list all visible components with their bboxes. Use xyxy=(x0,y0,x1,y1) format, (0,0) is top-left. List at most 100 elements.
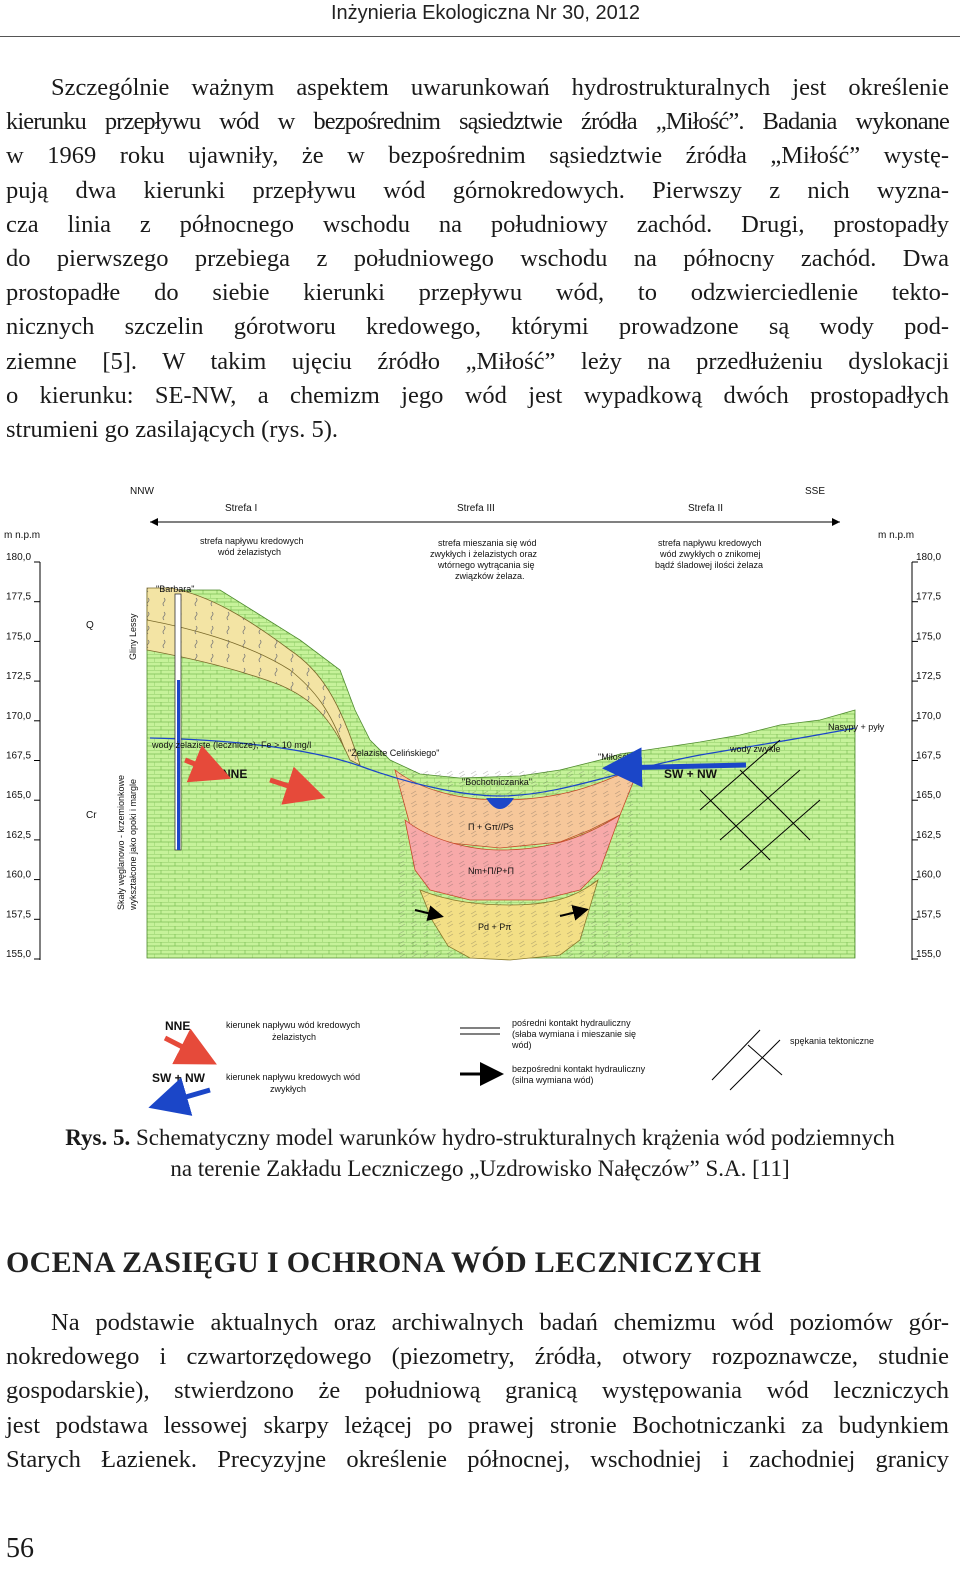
text-line: Na podstawie aktualnych oraz archiwalnyc… xyxy=(51,1309,949,1336)
caption-text: Schematyczny model warunków hydro-strukt… xyxy=(130,1125,895,1150)
zone-3-desc: strefa mieszania się wód xyxy=(438,538,537,548)
axis-tick-label: 175,0 xyxy=(916,631,941,642)
caption-line-2: na terenie Zakładu Leczniczego „Uzdrowis… xyxy=(170,1156,790,1181)
text-line: kierunku przepływu wód w bezpośrednim są… xyxy=(6,108,950,136)
axis-unit-right: m n.p.m xyxy=(878,530,914,541)
axis-tick-label: 155,0 xyxy=(916,949,941,960)
text-line: nicznych szczelin górotworu kredowego, k… xyxy=(6,313,949,341)
legend-indirect-desc: wód) xyxy=(511,1040,532,1050)
legend-fracture-desc: spękania tektoniczne xyxy=(790,1036,874,1046)
zone-1-desc: wód żelazistych xyxy=(217,547,281,557)
axis-tick-label: 180,0 xyxy=(916,552,941,563)
axis-tick-label: 157,5 xyxy=(916,909,941,920)
zone-3-desc: wtórnego wytrącania się xyxy=(437,560,535,570)
legend-indirect-desc: pośredni kontakt hydrauliczny xyxy=(512,1018,631,1028)
zone-3-desc: zwykłych i żelazistych oraz xyxy=(430,549,538,559)
zone-1-label: Strefa I xyxy=(225,503,257,514)
legend-red-arrow xyxy=(163,1028,217,1065)
axis-unit-left: m n.p.m xyxy=(4,530,40,541)
axis-tick-label: 165,0 xyxy=(6,790,31,801)
axis-tick-label: 175,0 xyxy=(6,631,31,642)
axis-tick-label: 165,0 xyxy=(916,790,941,801)
text-line: prostopadłe do siebie kierunki przepływu… xyxy=(6,279,949,307)
flow-sw-nw-label: SW + NW xyxy=(664,767,718,781)
legend-nne-desc: kierunek napływu wód kredowych xyxy=(226,1020,360,1030)
direction-nnw: NNW xyxy=(130,486,154,497)
fractures xyxy=(699,739,821,871)
well-water xyxy=(177,680,180,850)
text-line: gospodarskie), stwierdzono że południową… xyxy=(6,1377,949,1405)
legend-swnw-label: SW + NW xyxy=(152,1071,206,1085)
legend-swnw-desc: kierunek napływu kredowych wód xyxy=(226,1072,360,1082)
text-line: w 1969 roku ujawniły, że w bezpośrednim … xyxy=(6,142,949,170)
caption-line-1: Rys. 5. Schematyczny model warunków hydr… xyxy=(0,1122,960,1153)
arrow-sw-nw xyxy=(602,747,747,788)
axis-ticks-left: 180,0 177,5 175,0 172,5 170,0 167,5 165,0 162,5… xyxy=(6,552,40,960)
legend-indirect-desc: (słaba wymiana i mieszanie się xyxy=(512,1029,636,1039)
text-line: do pierwszego przebiega z południowego w… xyxy=(6,245,949,273)
legend: NNE kierunek napływu wód kredowych żelaz… xyxy=(148,1018,874,1116)
paragraph-section: Na podstawie aktualnych oraz archiwalnyc… xyxy=(6,1306,949,1477)
text-line: Szczególnie ważnym aspektem uwarunkowań … xyxy=(51,74,949,101)
axis-tick-label: 177,5 xyxy=(916,592,941,603)
axis-tick-label: 167,5 xyxy=(916,751,941,762)
axis-tick-label: 167,5 xyxy=(6,751,31,762)
running-header: Inżynieria Ekologiczna Nr 30, 2012 xyxy=(330,2,640,24)
spring-milosc-label: "Miłość" xyxy=(598,752,630,762)
axis-tick-label: 155,0 xyxy=(6,949,31,960)
section-heading: OCENA ZASIĘGU I OCHRONA WÓD LECZNICZYCH xyxy=(6,1246,762,1279)
water-table xyxy=(149,727,856,797)
zone-3-label: Strefa III xyxy=(457,503,495,514)
flow-nne-label: NNE xyxy=(222,767,247,781)
axis-tick-label: 170,0 xyxy=(6,711,31,722)
river-channel xyxy=(486,798,514,809)
river-label: "Bochotniczanka" xyxy=(462,777,532,787)
text-line: nokredowego i czwartorzędowego (piezomet… xyxy=(6,1343,949,1371)
figure-caption: Rys. 5. Schematyczny model warunków hydr… xyxy=(0,1122,960,1184)
legend-fracture-symbol xyxy=(711,1029,783,1091)
axis-ticks-right: 180,0 177,5 175,0 172,5 170,0 167,5 165,0 162,5… xyxy=(912,552,941,960)
unit-2-label: Nm+Π/P+Π xyxy=(468,866,514,876)
unit-1-label: Π + Gπ//Ps xyxy=(468,822,514,832)
axis-tick-label: 162,5 xyxy=(6,830,31,841)
axis-tick-label: 172,5 xyxy=(916,671,941,682)
ordinary-water-label: wody zwykłe xyxy=(729,744,781,754)
zone-2-desc: bądź śladowej ilości żelaza xyxy=(655,560,763,570)
arrow-direct-2 xyxy=(559,905,589,921)
zone-2-desc: strefa napływu kredowych xyxy=(658,538,762,548)
zone-1-desc: strefa napływu kredowych xyxy=(200,536,304,546)
axis-tick-label: 160,0 xyxy=(916,870,941,881)
text-line: o kierunku: SE-NW, a chemizm jego wód je… xyxy=(6,381,949,409)
arrow-nne-2 xyxy=(269,766,326,805)
legend-swnw-desc: zwykłych xyxy=(270,1084,306,1094)
clay-boundary xyxy=(146,619,346,751)
arrow-nne-1 xyxy=(184,745,232,783)
hatch-overlay xyxy=(395,770,640,960)
rock-desc: Skały węglanowo - krzemionkowe xyxy=(116,775,126,910)
rock-desc: wykształcone jako opoki i margle xyxy=(128,779,138,911)
direction-sse: SSE xyxy=(805,486,825,497)
header-rule xyxy=(0,36,960,37)
legend-blue-arrow xyxy=(148,1077,211,1116)
arrow-direct-1 xyxy=(414,905,444,921)
axis-tick-label: 180,0 xyxy=(6,552,31,563)
legend-nne-desc: żelazistych xyxy=(272,1032,316,1042)
legend-direct-desc: bezpośredni kontakt hydrauliczny xyxy=(512,1064,646,1074)
paragraph-intro: Szczególnie ważnym aspektem uwarunkowań … xyxy=(6,71,950,447)
text-line: Starych Łazienek. Precyzyjne określenie … xyxy=(6,1445,949,1473)
text-line: strumieni go zasilających (rys. 5). xyxy=(6,416,339,444)
well-label: "Barbara" xyxy=(156,584,194,594)
iron-water-label: wody żelaziste (lecznicze), Fe > 10 mg/l xyxy=(151,740,311,750)
axis-tick-label: 162,5 xyxy=(916,830,941,841)
legend-direct-desc: (silna wymiana wód) xyxy=(512,1075,594,1085)
caption-label: Rys. 5. xyxy=(65,1125,131,1150)
zone-3-desc: związków żelaza. xyxy=(455,571,525,581)
unit-3-label: Pd + Pπ xyxy=(478,922,511,932)
legend-nne-label: NNE xyxy=(165,1019,190,1033)
text-line: pują dwa kierunki przepływu wód górnokre… xyxy=(6,176,949,204)
zone-2-label: Strefa II xyxy=(688,503,723,514)
page-number: 56 xyxy=(6,1533,34,1564)
spring-zelaziste-label: "Żelaziste Celińskiego" xyxy=(348,748,439,758)
text-line: ziemne [5]. W takim ujęciu źródło „Miłoś… xyxy=(6,347,949,375)
cross-section-diagram: NNW SSE Strefa I Strefa III Strefa II st… xyxy=(4,486,941,1116)
